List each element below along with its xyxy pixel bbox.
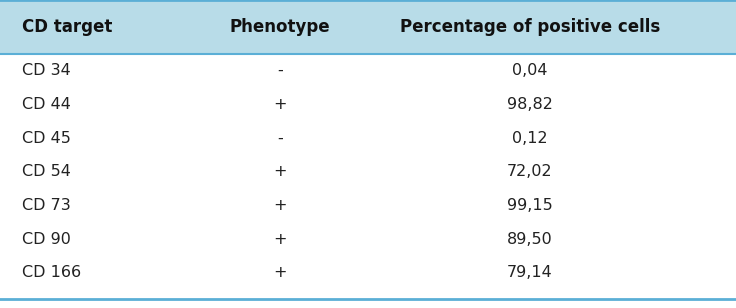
Text: CD 54: CD 54	[22, 164, 71, 179]
Text: Percentage of positive cells: Percentage of positive cells	[400, 18, 660, 36]
Text: CD 34: CD 34	[22, 63, 71, 78]
Text: 0,04: 0,04	[512, 63, 548, 78]
Text: -: -	[277, 131, 283, 146]
Text: CD target: CD target	[22, 18, 113, 36]
Text: CD 90: CD 90	[22, 232, 71, 246]
Text: CD 45: CD 45	[22, 131, 71, 146]
FancyBboxPatch shape	[0, 0, 736, 54]
Text: 98,82: 98,82	[507, 97, 553, 112]
Text: +: +	[273, 198, 286, 213]
Text: Phenotype: Phenotype	[230, 18, 330, 36]
Text: CD 166: CD 166	[22, 265, 81, 280]
Text: +: +	[273, 232, 286, 246]
Text: 0,12: 0,12	[512, 131, 548, 146]
Text: 99,15: 99,15	[507, 198, 553, 213]
Text: CD 73: CD 73	[22, 198, 71, 213]
Text: +: +	[273, 97, 286, 112]
Text: 89,50: 89,50	[507, 232, 553, 246]
Text: 72,02: 72,02	[507, 164, 553, 179]
Text: +: +	[273, 164, 286, 179]
Text: +: +	[273, 265, 286, 280]
Text: 79,14: 79,14	[507, 265, 553, 280]
Text: -: -	[277, 63, 283, 78]
Text: CD 44: CD 44	[22, 97, 71, 112]
